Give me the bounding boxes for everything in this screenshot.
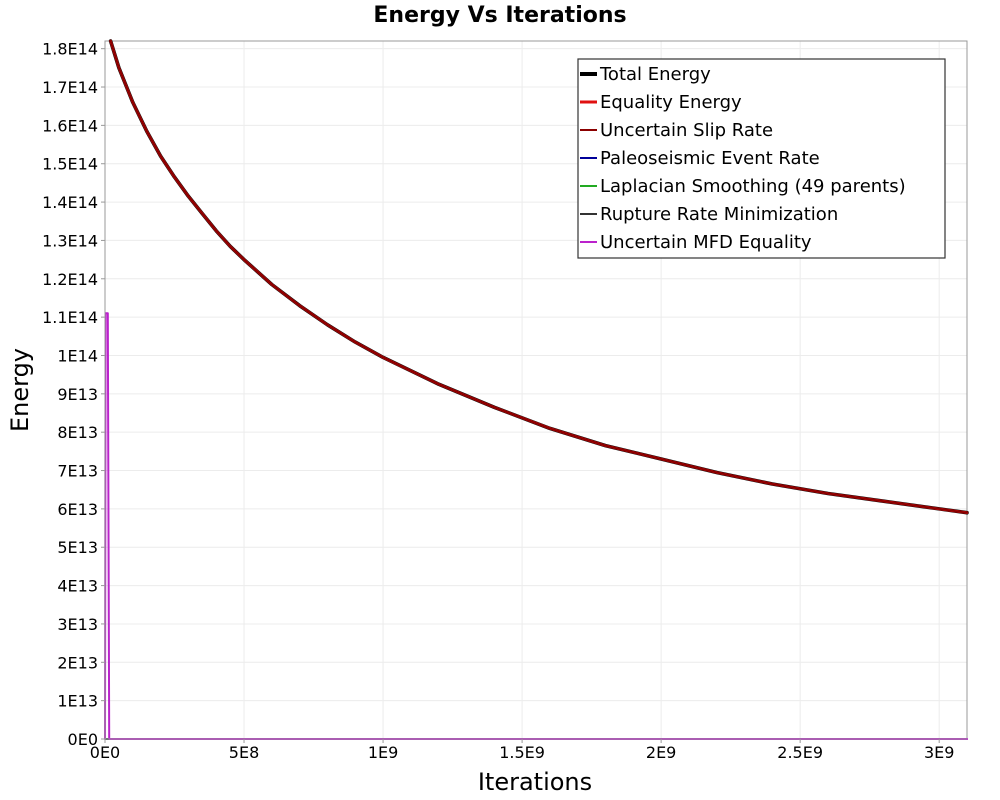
series-line-6 <box>104 312 968 740</box>
axes <box>104 41 967 740</box>
x-tick-labels: 0E0 5E8 1E9 1.5E9 2E9 2.5E9 3E9 <box>90 739 954 762</box>
x-tick-label: 3E9 <box>924 743 954 762</box>
x-tick-label: 1E9 <box>368 743 398 762</box>
x-tick-label: 2.5E9 <box>777 743 823 762</box>
legend-label: Rupture Rate Minimization <box>600 204 838 225</box>
y-tick-label: 6E13 <box>57 500 98 519</box>
y-tick-label: 1.5E14 <box>42 155 98 174</box>
y-tick-label: 5E13 <box>57 538 98 557</box>
y-tick-label: 1E14 <box>57 346 98 365</box>
x-tick-label: 2E9 <box>646 743 676 762</box>
y-tick-label: 1.2E14 <box>42 270 98 289</box>
y-tick-label: 8E13 <box>57 423 98 442</box>
y-tick-label: 1.1E14 <box>42 308 98 327</box>
x-axis-label: Iterations <box>478 768 592 796</box>
y-tick-label: 1.3E14 <box>42 231 98 250</box>
legend-label: Equality Energy <box>600 92 742 113</box>
y-tick-label: 1E13 <box>57 692 98 711</box>
legend: Total Energy Equality Energy Uncertain Sli… <box>577 58 946 259</box>
legend-label: Total Energy <box>599 64 711 85</box>
y-tick-label: 7E13 <box>57 462 98 481</box>
y-tick-label: 2E13 <box>57 653 98 672</box>
y-tick-label: 9E13 <box>57 385 98 404</box>
legend-label: Uncertain Slip Rate <box>600 120 773 141</box>
y-tick-label: 1.8E14 <box>42 40 98 59</box>
y-tick-label: 1.4E14 <box>42 193 98 212</box>
y-tick-label: 3E13 <box>57 615 98 634</box>
x-tick-label: 1.5E9 <box>499 743 545 762</box>
legend-label: Paleoseismic Event Rate <box>600 148 820 169</box>
y-tick-label: 0E0 <box>68 730 98 749</box>
legend-items: Total Energy Equality Energy Uncertain Sli… <box>580 64 906 253</box>
series-line-2 <box>109 40 968 514</box>
legend-label: Uncertain MFD Equality <box>600 232 812 253</box>
x-tick-label: 0E0 <box>90 743 120 762</box>
y-tick-label: 4E13 <box>57 577 98 596</box>
legend-label: Laplacian Smoothing (49 parents) <box>600 176 906 197</box>
y-tick-labels: 0E0 1E13 2E13 3E13 4E13 5E13 6E13 7E13 8E13 9E13 1… <box>42 40 105 749</box>
legend-box <box>577 58 946 259</box>
chart-title: Energy Vs Iterations <box>373 3 626 28</box>
x-tick-label: 5E8 <box>229 743 259 762</box>
y-tick-label: 1.7E14 <box>42 78 98 97</box>
y-tick-label: 1.6E14 <box>42 116 98 135</box>
y-axis-label: Energy <box>6 348 34 432</box>
